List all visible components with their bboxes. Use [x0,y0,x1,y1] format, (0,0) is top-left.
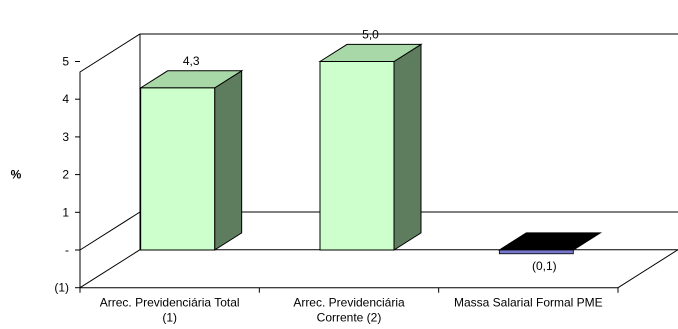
bar-front-face [498,249,574,255]
bar-side-face [393,43,422,251]
x-category-label: Massa Salarial Formal PME [454,296,603,310]
y-tick-label: - [65,243,69,257]
y-axis: (1) - 1 2 3 4 5 [54,55,80,295]
bar-data-label: (0,1) [532,259,557,273]
y-tick-label: 2 [62,168,69,182]
zero-plane-left [79,211,141,251]
bar-side-face [214,69,243,251]
bar: 5,0 [318,27,423,251]
bar: (0,1) [497,232,603,273]
x-category-label: Arrec. Previdenciária Total [100,296,240,310]
x-category-label: Corrente (2) [317,311,382,325]
bar-front-face [319,61,395,251]
y-tick-label: 1 [62,205,69,219]
x-category-label: Arrec. Previdenciária [293,296,405,310]
chart-frame [79,33,678,289]
y-axis-label: % [11,168,22,182]
y-tick-label: (1) [54,281,69,295]
floor-right-edge [617,249,678,289]
x-category-label: (1) [162,311,177,325]
y-tick-label: 4 [62,92,69,106]
bar-top-face [497,232,603,251]
bar: 4,3 [138,54,244,251]
y-tick-label: 3 [62,130,69,144]
bar-data-label: 4,3 [183,54,200,68]
bar-series: 4,3 5,0 (0,1) [138,27,603,273]
left-wall-edge [79,33,141,288]
y-tick-label: 5 [62,55,69,69]
floor-left-edge [79,249,141,289]
x-axis: Arrec. Previdenciária Total(1) Arrec. Pre… [79,287,619,325]
bar-data-label: 5,0 [362,27,379,41]
bar-front-face [140,87,216,251]
